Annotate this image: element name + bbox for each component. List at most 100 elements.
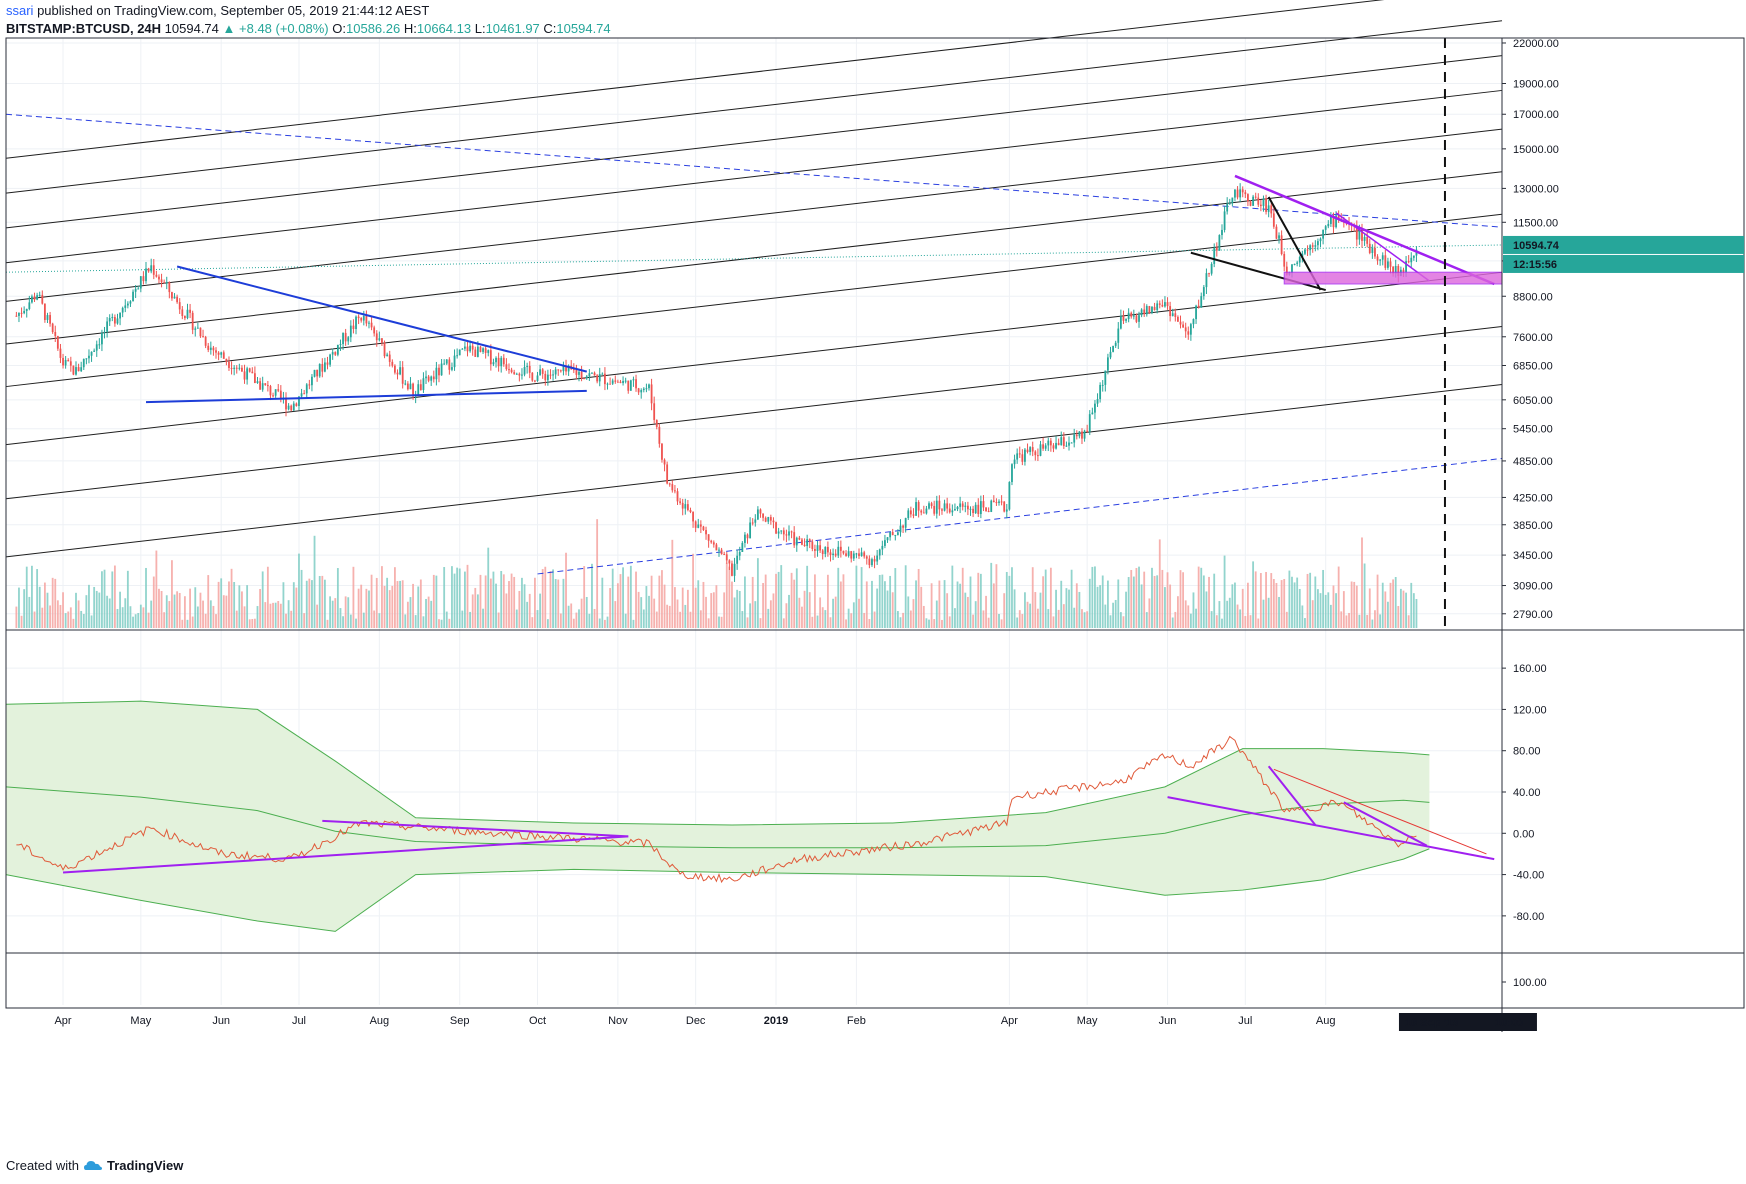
candle-body [1075, 434, 1078, 437]
candle-body [196, 327, 199, 329]
volume-bar [243, 606, 246, 628]
publisher-user[interactable]: ssari [6, 3, 34, 18]
volume-bar [344, 596, 347, 628]
candle-body [896, 532, 899, 535]
volume-bar [1366, 614, 1369, 628]
candle-body [176, 296, 179, 303]
volume-bar [274, 602, 277, 628]
candle-body [67, 360, 70, 362]
candle-body [59, 348, 62, 358]
volume-bar [839, 581, 842, 628]
candle-body [925, 508, 928, 514]
candle-body [917, 502, 920, 511]
volume-bar [681, 587, 684, 628]
osc-red-trend [1273, 768, 1487, 855]
candle-body [388, 354, 391, 362]
candle-body [1117, 328, 1120, 343]
candle-body [899, 525, 902, 533]
volume-bar [1068, 589, 1070, 628]
candle-body [878, 549, 881, 556]
candle-body [738, 552, 741, 556]
volume-bar [1410, 582, 1413, 628]
candle-body [1166, 302, 1169, 307]
volume-bar [176, 591, 179, 628]
volume-bar [484, 575, 487, 628]
price-axis-tick-4: 13000.00 [1513, 183, 1559, 195]
volume-bar [718, 616, 720, 628]
candle-body [736, 555, 739, 564]
price-axis[interactable]: 22000.00 19000.00 17000.00 15000.00 13000.00… [1502, 38, 1559, 621]
candle-body [469, 345, 472, 352]
volume-bar [331, 600, 334, 628]
volume-bar [1055, 589, 1057, 628]
volume-bar [723, 592, 726, 628]
volume-bar [1099, 585, 1102, 628]
time-axis[interactable]: Apr May Jun Jul Aug Sep Oct Nov Dec 2019 Feb Apr May… [54, 1015, 1335, 1027]
volume-bar [995, 564, 998, 628]
candle-body [1031, 447, 1034, 452]
channel-line-4 [5, 171, 1503, 345]
candle-body [847, 551, 850, 556]
candle-body [1265, 198, 1267, 212]
candle-body [1412, 255, 1415, 258]
candle-body [1000, 501, 1003, 503]
volume-bar [453, 573, 456, 628]
candle-body [191, 312, 194, 330]
candle-body [1086, 430, 1089, 432]
candle-body [684, 504, 687, 509]
volume-bar [417, 586, 420, 628]
candle-body [471, 345, 474, 350]
time-label-11: Apr [1001, 1015, 1018, 1027]
volume-axis[interactable]: 100.00 [1502, 977, 1547, 989]
volume-bar [881, 574, 884, 628]
candle-body [1335, 215, 1337, 228]
candle-body [536, 375, 539, 381]
candle-body [51, 323, 54, 333]
price-axis-tick-5: 11500.00 [1513, 217, 1558, 229]
volume-bar [834, 596, 837, 628]
candle-body [769, 517, 772, 521]
candle-body [1182, 324, 1185, 328]
candle-body [1091, 412, 1094, 415]
candle-body [158, 276, 160, 280]
volume-bar [261, 571, 264, 628]
candle-body [466, 346, 469, 352]
candle-body [326, 362, 329, 365]
volume-bar [46, 592, 49, 628]
volume-bar [528, 593, 531, 628]
candle-body [674, 490, 676, 492]
volume-bar [173, 594, 176, 628]
candle-body [453, 355, 456, 368]
candle-body [1371, 247, 1374, 253]
volume-bar [456, 567, 459, 628]
volume-bar [1412, 593, 1415, 628]
candle-body [1003, 501, 1006, 512]
volume-bar [1109, 615, 1112, 628]
candle-body [1259, 204, 1262, 207]
candle-body [699, 524, 702, 527]
volume-bar [902, 612, 904, 628]
volume-bar [215, 614, 217, 628]
blue-triangle-top [176, 265, 588, 373]
oscillator-axis[interactable]: 160.00 120.00 80.00 40.00 0.00 -40.00 -80.00 [1502, 663, 1547, 923]
volume-bar [23, 589, 26, 628]
candle-body [567, 365, 570, 372]
candle-body [1073, 434, 1076, 443]
volume-bar [964, 592, 967, 628]
volume-bar [323, 579, 326, 628]
tradingview-brand[interactable]: TradingView [106, 1158, 184, 1173]
vol-axis-tick-0: 100.00 [1513, 977, 1547, 989]
volume-bar [220, 578, 223, 628]
volume-bar [889, 575, 892, 628]
candle-body [1249, 201, 1252, 206]
candle-body [93, 350, 96, 352]
volume-bar [266, 566, 269, 628]
volume-bar [1252, 561, 1255, 628]
candle-body [1106, 357, 1109, 371]
volume-bar [269, 603, 272, 628]
candle-body [321, 363, 324, 372]
candle-body [731, 563, 733, 576]
volume-bar [1042, 576, 1044, 628]
volume-bar [829, 617, 832, 628]
